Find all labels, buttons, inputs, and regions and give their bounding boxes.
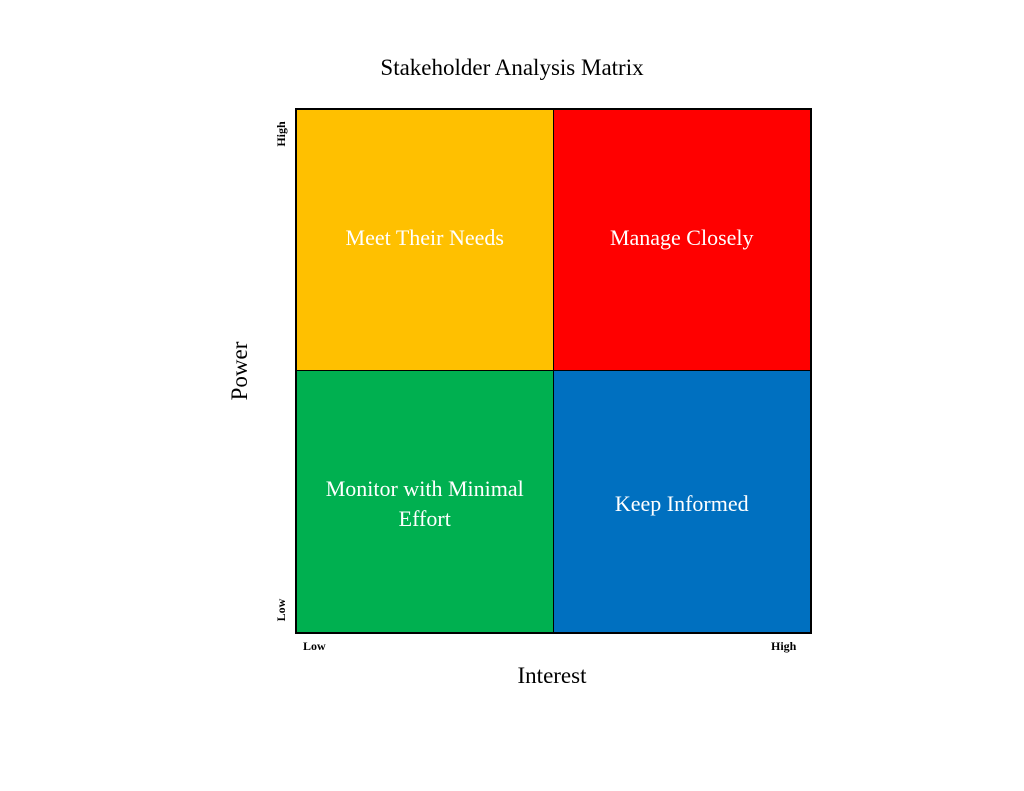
y-axis-low-label: Low xyxy=(274,598,288,622)
quadrant-monitor-minimal-effort: Monitor with Minimal Effort xyxy=(297,371,554,632)
quadrant-label: Meet Their Needs xyxy=(345,225,504,250)
quadrant-label: Manage Closely xyxy=(609,225,754,250)
x-axis-label: Interest xyxy=(517,663,587,688)
x-axis-low-label: Low xyxy=(303,639,326,653)
matrix-grid: Meet Their Needs Manage Closely Monitor … xyxy=(295,108,812,634)
x-axis-high-label: High xyxy=(771,639,797,653)
quadrant-keep-informed: Keep Informed xyxy=(553,371,810,632)
y-axis-label: Power xyxy=(227,341,252,401)
quadrant-label: Monitor with Minimal Effort xyxy=(325,475,524,531)
diagram-title: Stakeholder Analysis Matrix xyxy=(380,55,644,80)
quadrant-meet-their-needs: Meet Their Needs xyxy=(297,110,554,371)
quadrant-manage-closely: Manage Closely xyxy=(553,110,810,371)
y-axis-high-label: High xyxy=(274,121,288,147)
quadrant-label: Keep Informed xyxy=(614,490,749,516)
